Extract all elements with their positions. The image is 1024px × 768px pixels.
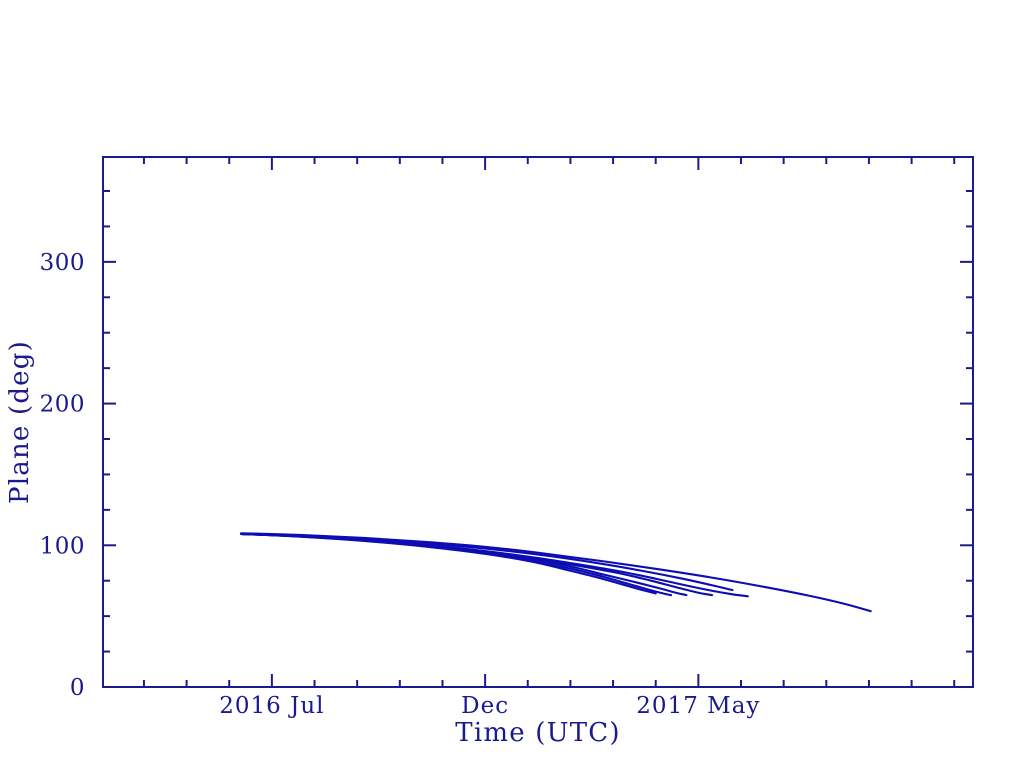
- x-axis-minor-ticks: [142, 157, 956, 687]
- x-axis-tick-labels: 2016 Jul Dec 2017 May: [219, 693, 760, 719]
- y-tick-label: 100: [40, 533, 85, 559]
- y-axis-tick-labels: 0 100 200 300: [40, 250, 85, 701]
- data-curve: [240, 532, 734, 592]
- y-axis-minor-ticks: [103, 190, 973, 653]
- y-axis-title: Plane (deg): [5, 340, 35, 504]
- x-axis-title: Time (UTC): [455, 718, 620, 748]
- x-tick-label: 2016 Jul: [219, 693, 324, 719]
- y-tick-label: 0: [70, 675, 85, 701]
- plot-frame: [102, 156, 974, 688]
- y-tick-label: 300: [40, 250, 85, 276]
- data-curve: [240, 532, 657, 595]
- x-tick-label: 2017 May: [636, 693, 760, 719]
- y-axis-major-ticks: [103, 260, 973, 688]
- x-axis-major-ticks: [270, 157, 700, 687]
- y-tick-label: 200: [40, 392, 85, 418]
- x-tick-label: Dec: [461, 693, 509, 719]
- data-curves: [240, 532, 872, 613]
